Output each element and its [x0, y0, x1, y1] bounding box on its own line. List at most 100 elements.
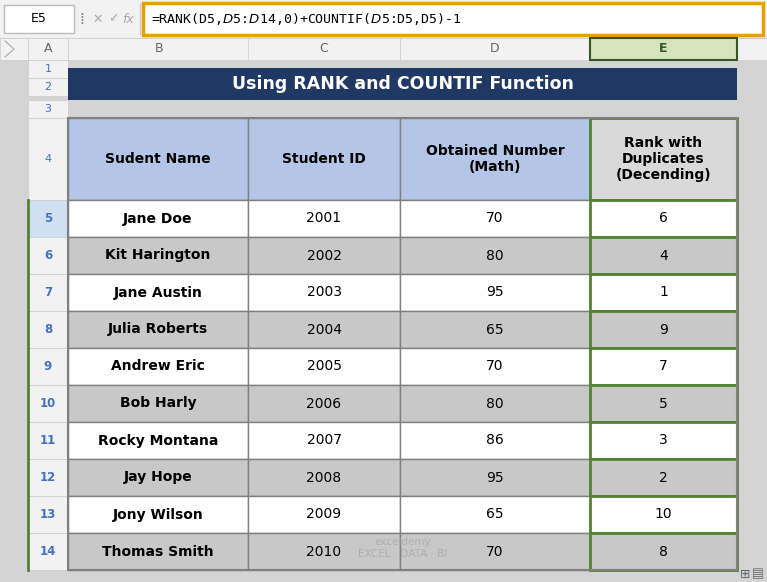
Bar — [28, 348, 68, 385]
Bar — [248, 385, 400, 422]
Bar — [68, 118, 737, 570]
Text: Rocky Montana: Rocky Montana — [98, 434, 218, 448]
Text: Andrew Eric: Andrew Eric — [111, 360, 205, 374]
Bar — [28, 496, 68, 533]
Bar — [68, 311, 248, 348]
Bar — [68, 200, 248, 237]
Bar — [28, 100, 68, 118]
Bar — [68, 459, 248, 496]
Bar — [28, 237, 68, 274]
Bar — [68, 38, 250, 60]
Bar — [590, 237, 737, 274]
Text: 2008: 2008 — [307, 470, 341, 484]
Bar — [400, 118, 590, 200]
Bar — [28, 118, 68, 200]
Bar — [590, 38, 737, 60]
Text: exceldemy
EXCEL · DATA · BI: exceldemy EXCEL · DATA · BI — [358, 537, 447, 559]
Bar — [68, 385, 248, 422]
Text: 2: 2 — [44, 82, 51, 92]
Bar — [400, 237, 590, 274]
Bar — [248, 118, 400, 200]
Bar — [590, 118, 737, 200]
Bar — [28, 459, 68, 496]
Bar — [590, 459, 737, 496]
Text: 7: 7 — [44, 286, 52, 299]
Text: Jony Wilson: Jony Wilson — [113, 508, 203, 521]
Text: 6: 6 — [44, 249, 52, 262]
Bar — [68, 237, 248, 274]
Text: E: E — [660, 42, 668, 55]
Bar — [68, 68, 737, 100]
Bar — [248, 38, 400, 60]
Text: 9: 9 — [659, 322, 668, 336]
Text: Jay Hope: Jay Hope — [123, 470, 193, 484]
Bar — [248, 348, 400, 385]
Text: 8: 8 — [659, 545, 668, 559]
Bar — [0, 0, 767, 38]
Text: 65: 65 — [486, 322, 504, 336]
Bar — [248, 496, 400, 533]
Text: 4: 4 — [659, 249, 668, 262]
Bar — [0, 38, 28, 60]
Bar — [248, 274, 400, 311]
Text: 9: 9 — [44, 360, 52, 373]
Bar — [28, 78, 68, 96]
Text: 13: 13 — [40, 508, 56, 521]
Text: 80: 80 — [486, 249, 504, 262]
Bar — [590, 274, 737, 311]
Text: 7: 7 — [659, 360, 668, 374]
Text: C: C — [320, 42, 328, 55]
Text: 2001: 2001 — [307, 211, 341, 225]
Text: 3: 3 — [44, 104, 51, 114]
Text: 95: 95 — [486, 470, 504, 484]
Bar — [68, 118, 248, 200]
Bar — [28, 533, 68, 570]
Text: A: A — [44, 42, 52, 55]
Text: 2003: 2003 — [307, 286, 341, 300]
Text: 12: 12 — [40, 471, 56, 484]
Text: Using RANK and COUNTIF Function: Using RANK and COUNTIF Function — [232, 75, 574, 93]
Text: 1: 1 — [659, 286, 668, 300]
Bar — [400, 200, 590, 237]
Bar — [248, 533, 400, 570]
Text: 5: 5 — [659, 396, 668, 410]
Text: ▤: ▤ — [752, 567, 764, 580]
Text: =RANK(D5,$D$5:$D$14,0)+COUNTIF($D$5:D5,D5)-1: =RANK(D5,$D$5:$D$14,0)+COUNTIF($D$5:D5,D… — [151, 11, 462, 27]
Bar — [143, 3, 763, 35]
Text: 14: 14 — [40, 545, 56, 558]
Text: 2004: 2004 — [307, 322, 341, 336]
Text: 2010: 2010 — [307, 545, 341, 559]
Bar — [68, 496, 248, 533]
Bar — [68, 422, 248, 459]
Text: Kit Harington: Kit Harington — [105, 249, 211, 262]
Text: ✓: ✓ — [107, 12, 118, 26]
Text: Obtained Number
(Math): Obtained Number (Math) — [426, 144, 565, 174]
Text: D: D — [490, 42, 500, 55]
Text: 11: 11 — [40, 434, 56, 447]
Text: E5: E5 — [31, 12, 47, 26]
Bar — [590, 311, 737, 348]
Text: ⊞: ⊞ — [739, 567, 750, 580]
Text: ⁞: ⁞ — [80, 12, 84, 27]
Text: 70: 70 — [486, 360, 504, 374]
Text: 2002: 2002 — [307, 249, 341, 262]
Text: 86: 86 — [486, 434, 504, 448]
Text: fx: fx — [122, 13, 134, 26]
Text: ✕: ✕ — [93, 12, 104, 26]
Bar — [0, 60, 767, 582]
Text: 2009: 2009 — [307, 508, 341, 521]
Text: Student ID: Student ID — [282, 152, 366, 166]
Bar — [28, 274, 68, 311]
Bar — [28, 385, 68, 422]
Bar — [400, 385, 590, 422]
Bar — [4, 5, 74, 33]
Text: Bob Harly: Bob Harly — [120, 396, 196, 410]
Bar — [28, 60, 68, 78]
Text: 2007: 2007 — [307, 434, 341, 448]
Text: 2: 2 — [659, 470, 668, 484]
Bar — [0, 38, 767, 60]
Bar — [68, 348, 248, 385]
Text: 5: 5 — [44, 212, 52, 225]
Bar — [400, 496, 590, 533]
Bar — [590, 422, 737, 459]
